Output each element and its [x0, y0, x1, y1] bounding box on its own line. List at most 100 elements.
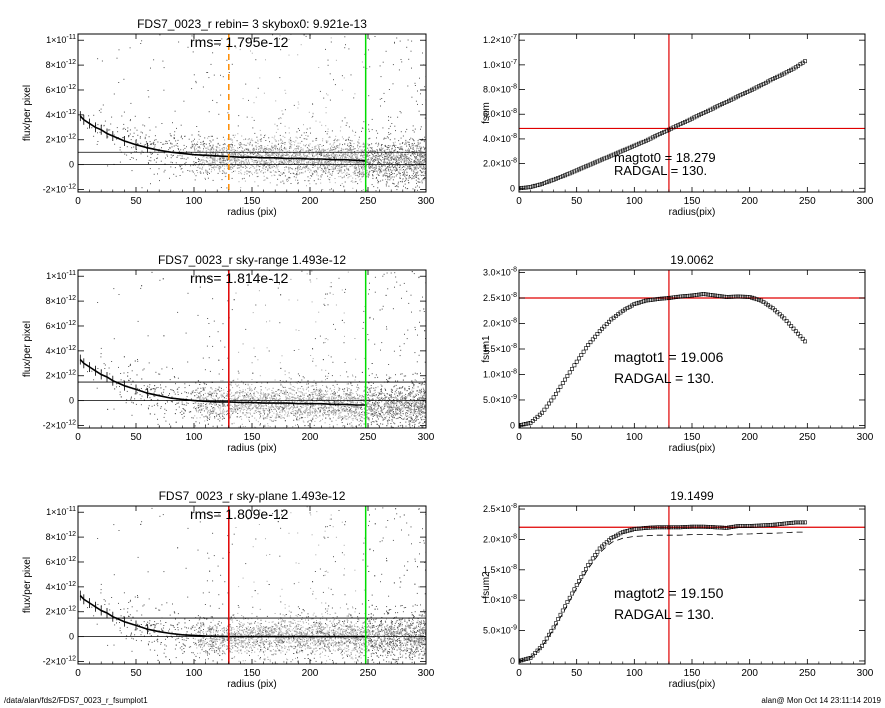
scatter-point [222, 136, 224, 138]
scatter-point [423, 179, 425, 181]
scatter-point [188, 138, 190, 140]
scatter-point [329, 99, 331, 101]
scatter-point [411, 153, 413, 155]
scatter-point [257, 151, 259, 153]
scatter-point [411, 170, 412, 172]
scatter-point [388, 162, 390, 164]
scatter-point [327, 161, 329, 163]
scatter-point [411, 178, 413, 180]
scatter-point [185, 152, 187, 154]
scatter-point [325, 48, 326, 50]
scatter-point [150, 153, 152, 155]
scatter-point [304, 156, 306, 158]
scatter-point [277, 158, 279, 160]
scatter-point [336, 158, 337, 159]
scatter-point [203, 172, 204, 174]
scatter-point [362, 171, 364, 173]
curve-point [699, 112, 704, 117]
scatter-point [233, 159, 235, 160]
scatter-point [217, 153, 219, 155]
scatter-point [372, 160, 374, 162]
scatter-point [376, 149, 378, 151]
scatter-point [309, 171, 311, 173]
y-tick-label: -2×10-12 [43, 184, 77, 195]
scatter-point [408, 157, 410, 159]
scatter-point [340, 162, 342, 164]
scatter-point [344, 291, 346, 293]
scatter-point [357, 154, 359, 156]
scatter-point [369, 150, 371, 152]
curve-point [521, 185, 526, 190]
scatter-point [423, 141, 425, 143]
scatter-point [149, 141, 151, 143]
scatter-point [332, 162, 334, 164]
scatter-point [268, 164, 270, 166]
scatter-point [131, 147, 133, 149]
scatter-point [316, 171, 318, 173]
scatter-point [347, 153, 349, 155]
scatter-point [354, 174, 356, 176]
scatter-point [377, 161, 379, 163]
scatter-point [190, 152, 192, 154]
scatter-point [383, 163, 385, 165]
scatter-point [409, 161, 411, 163]
scatter-point [399, 146, 401, 148]
scatter-point [194, 163, 195, 165]
scatter-point [424, 167, 425, 169]
scatter-point [334, 162, 336, 164]
scatter-point [296, 171, 298, 173]
scatter-point [253, 119, 255, 121]
scatter-point [288, 38, 290, 40]
scatter-point [268, 155, 270, 157]
scatter-point [113, 134, 115, 136]
scatter-point [372, 154, 374, 155]
scatter-point [348, 173, 350, 175]
scatter-point [405, 396, 407, 398]
scatter-point [213, 74, 215, 76]
scatter-point [180, 168, 182, 170]
scatter-point [235, 158, 237, 160]
scatter-point [285, 166, 287, 168]
scatter-point [219, 169, 221, 171]
scatter-point [284, 146, 286, 148]
scatter-point [222, 148, 224, 150]
scatter-point [272, 153, 273, 155]
scatter-point [399, 176, 401, 178]
scatter-point [414, 157, 416, 158]
scatter-point [246, 163, 248, 165]
scatter-point [403, 157, 405, 159]
scatter-point [260, 155, 262, 156]
scatter-point [107, 165, 109, 167]
scatter-point [199, 146, 200, 148]
scatter-point [267, 155, 269, 156]
scatter-point [117, 131, 119, 133]
scatter-point [332, 158, 334, 160]
scatter-point [209, 160, 211, 162]
scatter-point [417, 163, 419, 165]
scatter-point [383, 158, 385, 160]
scatter-point [405, 177, 407, 179]
scatter-point [411, 175, 413, 177]
scatter-point [276, 158, 278, 160]
scatter-point [327, 155, 329, 157]
scatter-point [128, 136, 129, 138]
scatter-point [272, 161, 274, 163]
scatter-point [370, 158, 372, 160]
scatter-point [337, 154, 339, 156]
scatter-point [266, 166, 267, 168]
scatter-point [238, 153, 240, 155]
scatter-point [231, 309, 233, 311]
scatter-point [355, 167, 357, 169]
scatter-point [235, 157, 237, 159]
scatter-point [328, 156, 330, 158]
scatter-point [384, 164, 386, 166]
scatter-point [196, 170, 198, 171]
scatter-point [415, 161, 417, 163]
scatter-point [282, 113, 284, 115]
scatter-point [356, 167, 358, 169]
scatter-point [337, 139, 339, 141]
scatter-point [271, 166, 273, 168]
scatter-point [191, 170, 193, 172]
scatter-point [122, 136, 124, 138]
scatter-point [299, 154, 301, 155]
